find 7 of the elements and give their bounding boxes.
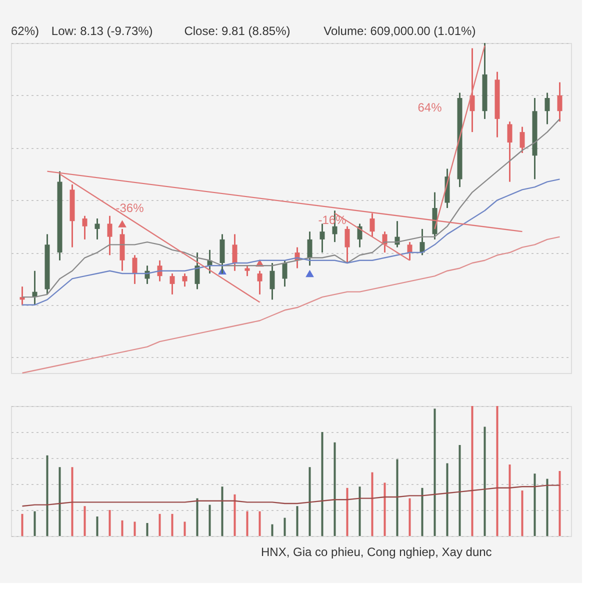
text: HNX, Gia co phieu, Cong nghiep, Xay dunc — [261, 545, 492, 559]
text: Low: 8.13 (-9.73%) — [51, 24, 153, 38]
text: 62%) — [11, 24, 40, 38]
series-label: 64% — [418, 100, 442, 114]
text: Close: 9.81 (8.85%) — [184, 24, 290, 38]
text: Volume: 609,000.00 (1.01%) — [324, 24, 476, 38]
series-label: -36% — [116, 201, 144, 216]
